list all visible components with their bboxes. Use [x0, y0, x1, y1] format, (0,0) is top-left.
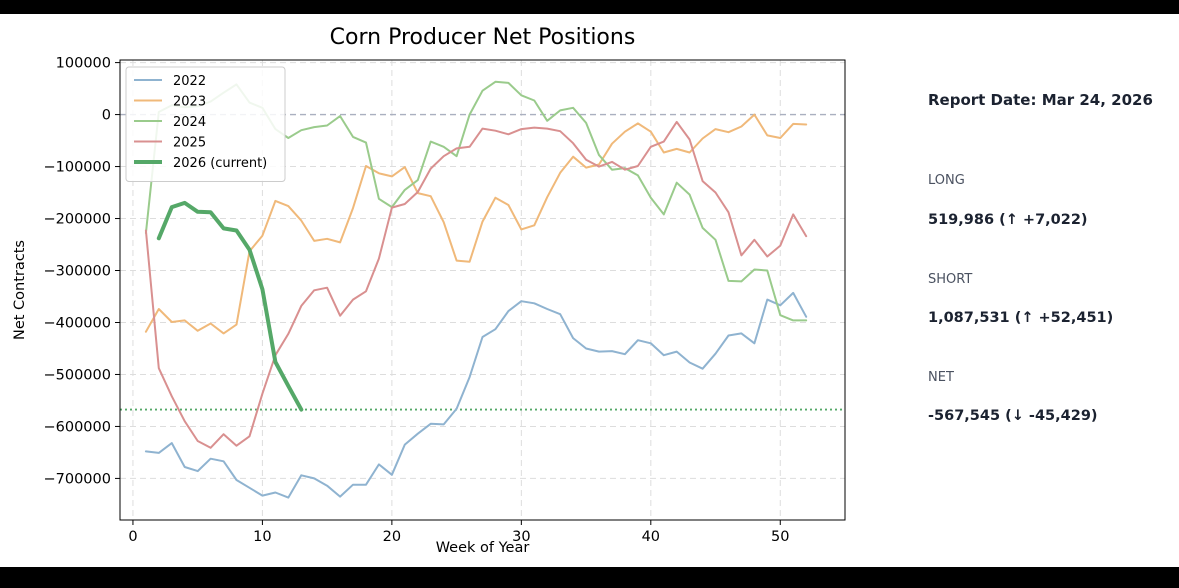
plot-frame: [119, 59, 846, 521]
x-tick-label-40: 40: [642, 529, 660, 545]
net-positions-chart: 0 10 20 30 40 50 100000 0 −100000 −200000 −300000 −…: [12, 25, 846, 556]
legend-label-2024: 2024: [173, 115, 206, 130]
y-tick-label-4: −300000: [43, 264, 111, 280]
legend-label-2023: 2023: [173, 95, 206, 110]
y-tick-label-6: −500000: [43, 367, 111, 383]
x-tick-label-20: 20: [383, 529, 401, 545]
y-axis-label: Net Contracts: [12, 240, 28, 340]
grid-layer: [120, 60, 845, 520]
series-line-2023: [144, 113, 808, 335]
x-tick-label-10: 10: [253, 529, 271, 545]
y-tick-label-8: −700000: [43, 471, 111, 487]
y-tick-label-7: −600000: [43, 419, 111, 435]
report-panel: Report Date: Mar 24, 2026 LONG 519,986 (…: [928, 14, 1178, 567]
chart-title: Corn Producer Net Positions: [330, 25, 636, 50]
y-tick-label-0: 100000: [56, 56, 111, 72]
legend: 2022 2023 2024 2025 2026 (current): [125, 66, 286, 182]
x-tick-label-50: 50: [771, 529, 789, 545]
chart-figure: 0 10 20 30 40 50 100000 0 −100000 −200000 −300000 −…: [0, 14, 1179, 567]
axis-ticks: 0 10 20 30 40 50 100000 0 −100000 −200000 −300000 −…: [43, 56, 789, 545]
long-value: 519,986 (↑ +7,022): [928, 212, 1088, 228]
short-value: 1,087,531 (↑ +52,451): [928, 310, 1114, 326]
net-label: NET: [928, 370, 954, 385]
series-line-2025: [144, 120, 808, 449]
legend-label-2022: 2022: [173, 74, 206, 89]
long-label: LONG: [928, 173, 965, 188]
y-tick-label-5: −400000: [43, 315, 111, 331]
series-line-2022: [144, 291, 808, 499]
x-tick-label-0: 0: [128, 529, 137, 545]
net-value: -567,545 (↓ -45,429): [928, 408, 1098, 424]
report-date: Report Date: Mar 24, 2026: [928, 91, 1153, 109]
y-tick-label-1: 0: [102, 108, 111, 124]
legend-box: [125, 66, 286, 182]
legend-label-2026-current: 2026 (current): [173, 156, 267, 171]
x-tick-label-30: 30: [512, 529, 530, 545]
y-tick-label-3: −200000: [43, 212, 111, 228]
y-tick-label-2: −100000: [43, 160, 111, 176]
short-label: SHORT: [928, 272, 973, 287]
legend-label-2025: 2025: [173, 136, 206, 151]
series-line-2026-current: [156, 200, 304, 412]
x-axis-label: Week of Year: [436, 540, 530, 556]
